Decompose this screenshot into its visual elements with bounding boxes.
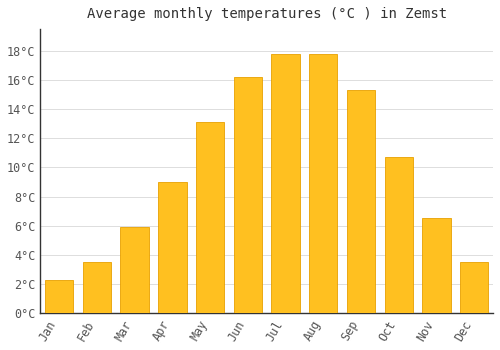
Bar xyxy=(309,54,338,313)
Bar xyxy=(347,90,375,313)
Bar xyxy=(196,122,224,313)
Bar xyxy=(272,54,299,313)
Bar xyxy=(460,262,488,313)
Bar xyxy=(384,157,413,313)
Bar xyxy=(45,280,74,313)
Bar xyxy=(83,262,111,313)
Bar xyxy=(422,218,450,313)
Bar xyxy=(120,227,149,313)
Bar xyxy=(234,77,262,313)
Title: Average monthly temperatures (°C ) in Zemst: Average monthly temperatures (°C ) in Ze… xyxy=(86,7,446,21)
Bar xyxy=(158,182,186,313)
